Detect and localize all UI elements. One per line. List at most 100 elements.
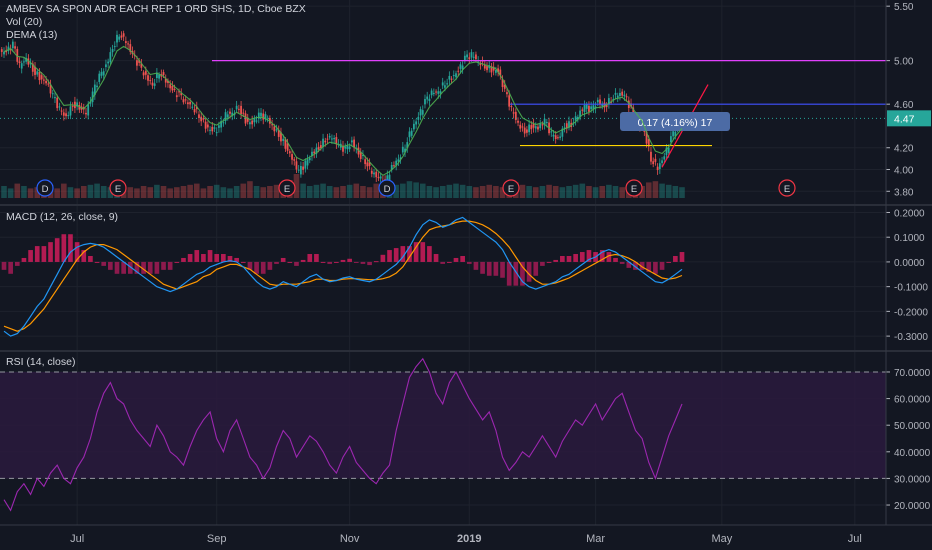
last-price-badge: 4.47 bbox=[887, 110, 931, 127]
macd-histogram-bar bbox=[500, 261, 505, 278]
volume-bar bbox=[187, 184, 193, 198]
candle-body bbox=[417, 116, 420, 120]
candle-body bbox=[9, 49, 12, 51]
volume-bar bbox=[360, 186, 366, 198]
candle-body bbox=[54, 97, 56, 99]
volume-bar bbox=[200, 188, 207, 198]
macd-histogram-bar bbox=[579, 252, 585, 262]
candle-body bbox=[652, 161, 655, 165]
candle-body bbox=[255, 120, 258, 122]
candle-body bbox=[514, 111, 517, 120]
macd-histogram-bar bbox=[88, 255, 93, 262]
candle-body bbox=[62, 112, 65, 116]
volume-bar bbox=[140, 186, 147, 198]
macd-histogram-bar bbox=[619, 261, 625, 264]
candle-body bbox=[543, 118, 546, 126]
pane-separators[interactable] bbox=[0, 204, 932, 352]
last-price-badge-text: 4.47 bbox=[894, 113, 915, 125]
symbol-title[interactable]: AMBEV SA SPON ADR EACH REP 1 ORD SHS, 1D… bbox=[6, 3, 306, 15]
macd-histogram-bar bbox=[347, 258, 352, 262]
volume-bar bbox=[579, 183, 586, 198]
candle-body bbox=[85, 112, 87, 115]
volume-legend[interactable]: Vol (20) bbox=[6, 16, 43, 28]
macd-histogram-bar bbox=[380, 254, 386, 262]
macd-histogram-bar bbox=[247, 261, 253, 270]
macd-y-tick-label: -0.3000 bbox=[894, 332, 928, 343]
event-marker-dividend[interactable]: D bbox=[36, 179, 54, 197]
candle-body bbox=[561, 128, 564, 137]
x-tick-label: Sep bbox=[207, 533, 227, 545]
macd-histogram-bar bbox=[526, 261, 532, 282]
macd-histogram-bar bbox=[606, 252, 612, 262]
volume-bar bbox=[526, 186, 532, 198]
event-marker-label: E bbox=[631, 184, 637, 195]
dema-legend[interactable]: DEMA (13) bbox=[6, 29, 58, 41]
candle-body bbox=[596, 99, 599, 103]
event-marker-dividend[interactable]: D bbox=[378, 179, 396, 197]
candle-body bbox=[111, 49, 114, 53]
macd-histogram-bar bbox=[659, 261, 665, 270]
candle-body bbox=[625, 96, 628, 98]
candle-body bbox=[463, 55, 466, 61]
drawing-overlays[interactable]: 0.17 (4.16%) 17 bbox=[0, 60, 886, 168]
candle-body bbox=[20, 63, 23, 69]
candle-body bbox=[142, 72, 145, 76]
volume-bar bbox=[94, 183, 100, 198]
candle-body bbox=[328, 136, 331, 138]
candle-body bbox=[264, 114, 267, 120]
candle-body bbox=[457, 70, 460, 72]
candle-body bbox=[413, 123, 415, 130]
measure-tooltip[interactable]: 0.17 (4.16%) 17 bbox=[620, 112, 730, 131]
event-marker-earnings[interactable]: E bbox=[109, 179, 127, 197]
candle-body bbox=[11, 41, 14, 49]
volume-bar bbox=[439, 186, 446, 198]
volume-bar bbox=[306, 186, 313, 198]
event-marker-earnings[interactable]: E bbox=[625, 179, 643, 197]
candle-body bbox=[475, 54, 477, 60]
pane-separator[interactable] bbox=[0, 350, 932, 352]
candle-body bbox=[390, 164, 393, 170]
event-marker-earnings[interactable]: E bbox=[778, 179, 796, 197]
macd-histogram-bar bbox=[353, 261, 359, 263]
volume-bar bbox=[267, 186, 273, 198]
candle-body bbox=[650, 151, 652, 162]
candle-body bbox=[317, 146, 320, 150]
volume-bar bbox=[559, 187, 566, 198]
candle-body bbox=[147, 75, 149, 81]
candle-body bbox=[76, 102, 79, 107]
candle-body bbox=[490, 66, 493, 73]
macd-histogram-bar bbox=[460, 255, 465, 262]
candle-body bbox=[406, 142, 409, 149]
macd-histogram-bar bbox=[540, 261, 545, 266]
candle-body bbox=[333, 137, 336, 140]
candle-body bbox=[479, 63, 482, 66]
volume-bar bbox=[313, 184, 320, 198]
candle-body bbox=[583, 105, 586, 112]
event-marker-earnings[interactable]: E bbox=[278, 179, 296, 197]
macd-histogram-bar bbox=[181, 257, 186, 262]
candle-body bbox=[528, 124, 531, 133]
candle-body bbox=[408, 131, 411, 138]
candle-body bbox=[116, 34, 118, 43]
rsi-legend[interactable]: RSI (14, close) bbox=[6, 356, 76, 368]
candle-body bbox=[590, 106, 593, 110]
candle-body bbox=[288, 151, 291, 154]
candle-body bbox=[105, 64, 107, 68]
pane-separator[interactable] bbox=[0, 204, 932, 206]
volume-bar bbox=[134, 188, 140, 198]
macd-legend[interactable]: MACD (12, 26, close, 9) bbox=[6, 211, 119, 223]
last-price-badge-box bbox=[887, 110, 931, 127]
rsi-y-tick-label: 60.0000 bbox=[894, 395, 931, 406]
macd-histogram-bar bbox=[407, 246, 412, 262]
candle-body bbox=[153, 83, 156, 86]
event-marker-earnings[interactable]: E bbox=[502, 179, 520, 197]
volume-bar bbox=[400, 183, 406, 198]
candle-body bbox=[663, 156, 666, 160]
volume-bar bbox=[207, 186, 213, 198]
candle-body bbox=[189, 101, 192, 105]
candle-body bbox=[435, 91, 437, 93]
candle-body bbox=[599, 99, 601, 105]
event-marker-label: D bbox=[42, 184, 49, 195]
